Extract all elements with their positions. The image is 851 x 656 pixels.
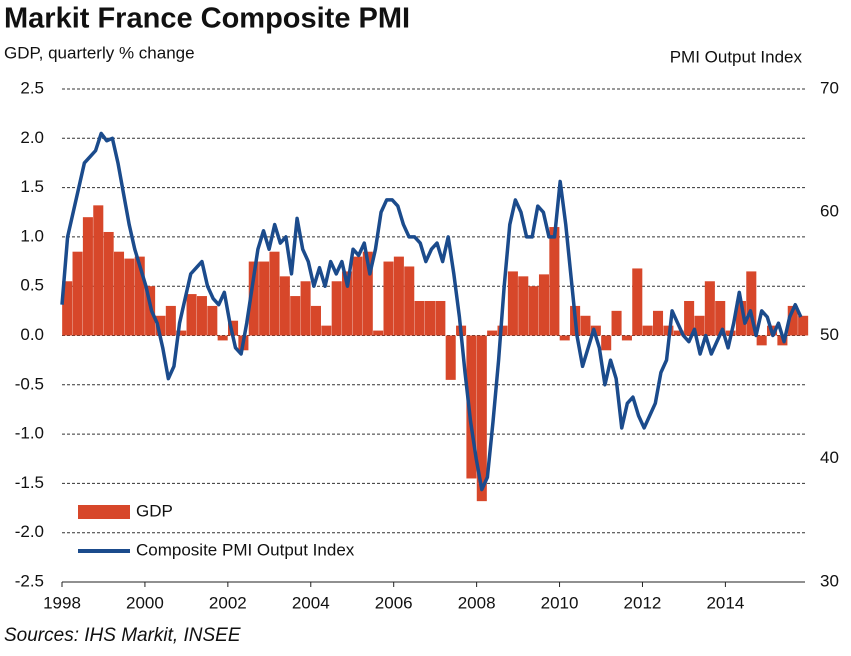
bar <box>113 251 125 336</box>
bar <box>559 335 570 341</box>
bar <box>424 300 436 336</box>
y2-tick-label: 40 <box>820 448 839 467</box>
bar <box>704 281 715 336</box>
bar <box>259 261 270 336</box>
bar <box>466 335 477 479</box>
bar <box>414 300 425 336</box>
bar <box>746 271 757 336</box>
bar <box>601 335 612 351</box>
bar <box>165 305 176 336</box>
y-tick-label: 2.0 <box>20 128 44 147</box>
bar <box>342 271 353 336</box>
bar <box>186 294 197 336</box>
bar <box>756 335 767 346</box>
bar <box>538 274 550 336</box>
bar <box>82 217 93 336</box>
bar <box>217 335 228 341</box>
bar <box>652 310 664 336</box>
y2-axis-label: PMI Output Index <box>670 47 803 66</box>
bar <box>228 320 239 336</box>
y-tick-label: 2.5 <box>20 78 44 97</box>
y-tick-label: -2.5 <box>15 571 44 590</box>
bar <box>62 281 73 336</box>
y-tick-label: -1.0 <box>15 424 44 443</box>
bar <box>176 330 187 336</box>
bar <box>134 256 145 336</box>
bar <box>673 330 684 336</box>
y-tick-label: -0.5 <box>15 374 44 393</box>
bar <box>445 335 456 380</box>
bar <box>196 296 207 336</box>
bar <box>642 325 653 336</box>
x-tick-label: 2012 <box>624 593 662 612</box>
bar <box>310 305 321 336</box>
bar <box>352 256 363 336</box>
y2-tick-label: 50 <box>820 325 839 344</box>
chart-title: Markit France Composite PMI <box>4 3 410 35</box>
bar <box>393 256 404 336</box>
x-tick-label: 2004 <box>292 593 330 612</box>
y2-tick-label: 60 <box>820 202 839 221</box>
bar <box>321 325 332 336</box>
bar <box>72 251 83 336</box>
y-tick-label: -2.0 <box>15 522 44 541</box>
bar <box>487 330 498 336</box>
line <box>60 131 803 492</box>
bar <box>290 296 301 336</box>
bar <box>684 300 695 336</box>
bar <box>207 305 218 336</box>
bar <box>362 251 373 336</box>
bar <box>518 276 529 336</box>
bar <box>269 251 280 336</box>
bar <box>507 271 518 336</box>
x-tick-label: 2008 <box>458 593 496 612</box>
bar <box>404 266 415 336</box>
bar <box>735 300 746 336</box>
y2-tick-label: 70 <box>820 78 839 97</box>
bar <box>787 305 798 336</box>
x-tick-label: 2010 <box>541 593 579 612</box>
bar <box>621 335 632 341</box>
y-tick-label: 0.0 <box>20 325 44 344</box>
legend-label: Composite PMI Output Index <box>136 540 355 559</box>
y-axis-label: GDP, quarterly % change <box>4 43 195 62</box>
y-tick-label: -1.5 <box>15 473 44 492</box>
bar <box>383 261 394 336</box>
bar <box>611 310 622 336</box>
bar <box>248 261 259 336</box>
bar <box>580 315 591 336</box>
y2-tick-label: 30 <box>820 571 839 590</box>
bar <box>549 227 560 336</box>
bar <box>528 286 539 336</box>
bar <box>632 268 643 336</box>
bar <box>694 315 705 336</box>
legend-swatch <box>78 505 130 519</box>
bar <box>435 300 446 336</box>
bar <box>124 258 135 336</box>
bar <box>103 231 114 336</box>
legend-label: GDP <box>136 501 173 520</box>
x-tick-label: 2006 <box>375 593 413 612</box>
bar <box>715 300 726 336</box>
bar <box>373 330 384 336</box>
bar <box>300 281 311 336</box>
y-tick-label: 1.0 <box>20 226 44 245</box>
bar <box>476 335 487 502</box>
x-tick-label: 2000 <box>126 593 164 612</box>
y-tick-label: 1.5 <box>20 177 44 196</box>
x-tick-label: 1998 <box>43 593 81 612</box>
bar <box>93 205 104 336</box>
bar <box>279 276 290 336</box>
source-note: Sources: IHS Markit, INSEE <box>4 625 241 646</box>
y-tick-label: 0.5 <box>20 276 44 295</box>
bar <box>331 281 342 336</box>
bar <box>798 315 809 336</box>
x-tick-label: 2014 <box>706 593 744 612</box>
x-tick-label: 2002 <box>209 593 247 612</box>
bar <box>155 315 166 336</box>
